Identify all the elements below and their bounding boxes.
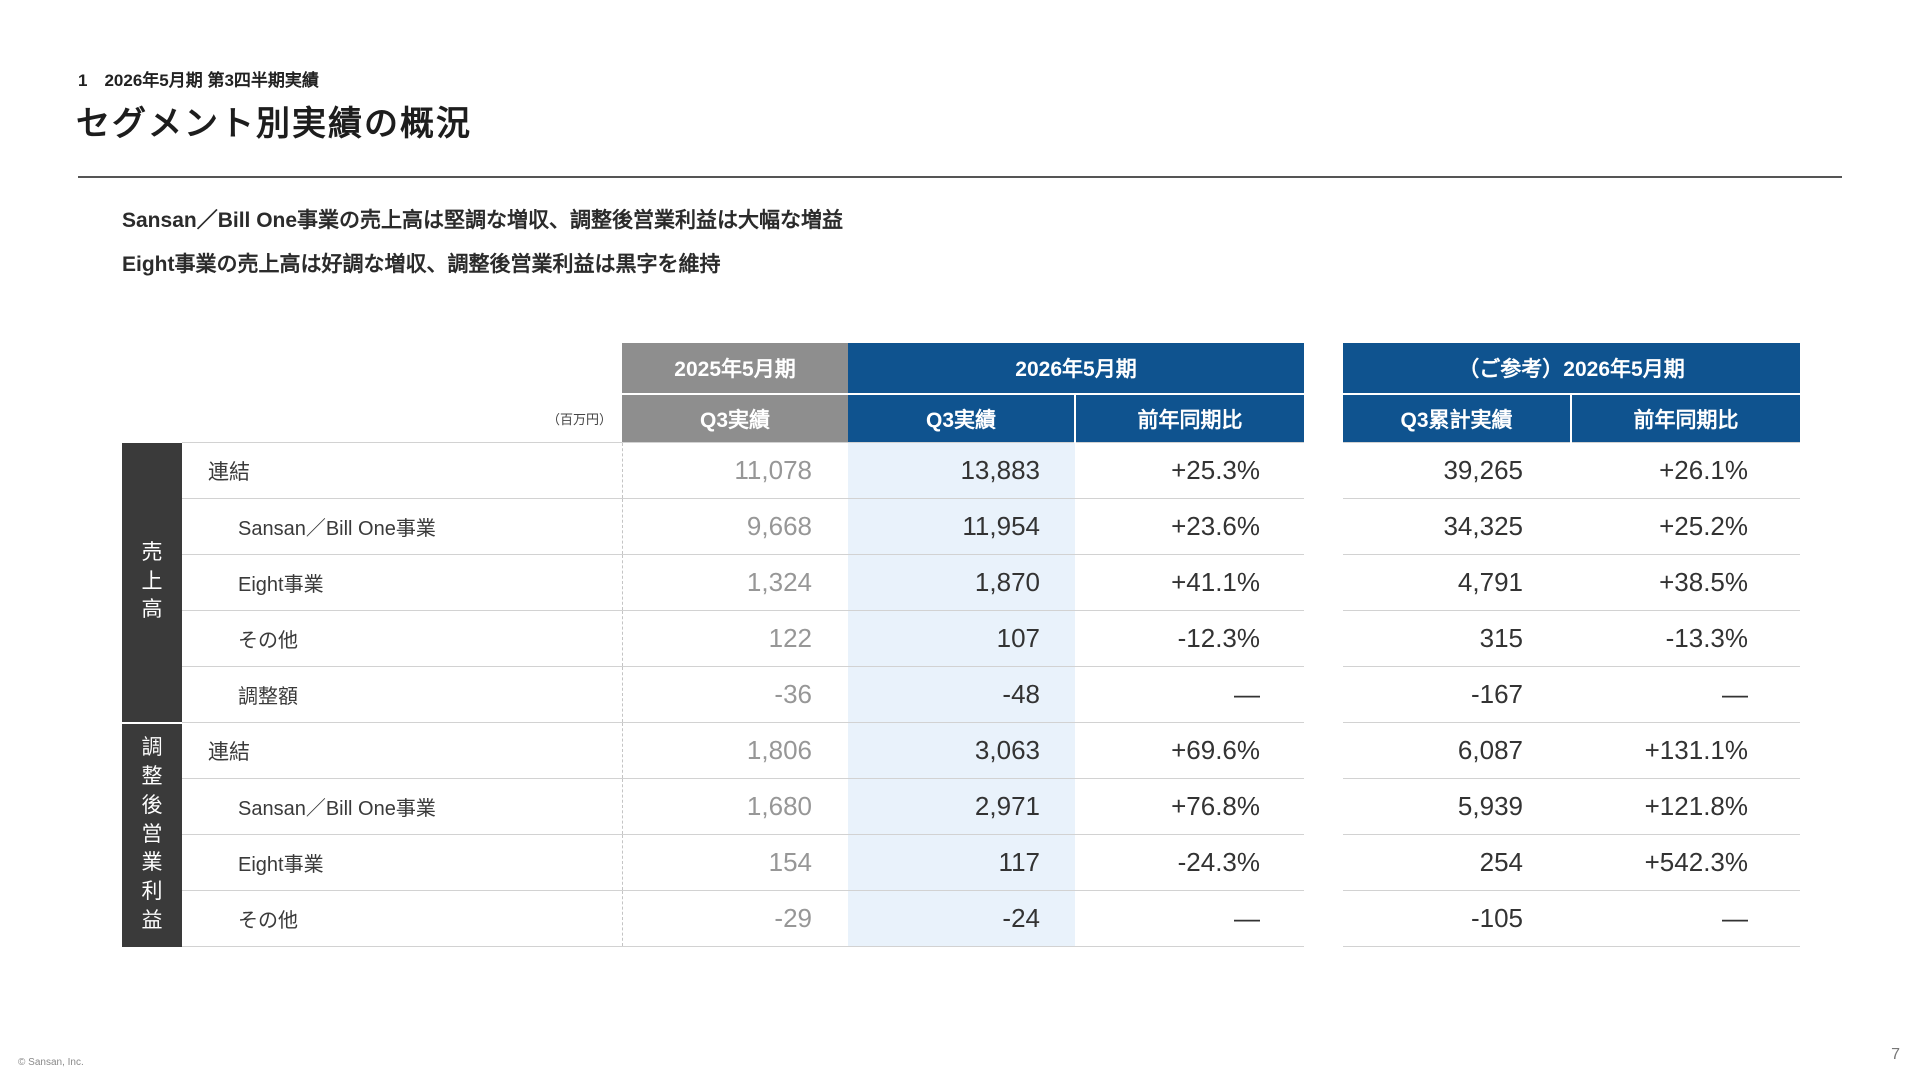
header-prev-period: 2025年5月期	[622, 343, 848, 395]
table-row: 調整後営業利益 連結 1,806 3,063 +69.6% 6,087 +131.1%	[122, 721, 1800, 947]
cell-prev-q3: -29	[621, 890, 848, 947]
cell-curr-q3: 11,954	[848, 498, 1075, 555]
cell-ref-yoy: +25.2%	[1571, 498, 1800, 555]
cell-ref-cumulative: 39,265	[1343, 442, 1571, 499]
section-eyebrow: 1 2026年5月期 第3四半期実績	[78, 71, 319, 90]
cell-curr-yoy: -12.3%	[1075, 610, 1304, 667]
table-row: その他 -29 -24— -105—	[122, 890, 1800, 947]
cell-ref-cumulative: 34,325	[1343, 498, 1571, 555]
header-gap	[1304, 394, 1343, 443]
cell-prev-q3: 154	[621, 834, 848, 891]
cell-ref-cumulative: 6,087	[1343, 722, 1571, 779]
cell-curr-yoy: +25.3%	[1075, 442, 1304, 499]
cell-curr-q3: -48	[848, 666, 1075, 723]
cell-ref-cumulative: 5,939	[1343, 778, 1571, 835]
table-row: その他 122 107 -12.3% 315 -13.3%	[122, 610, 1800, 667]
column-gap	[1304, 554, 1343, 611]
cell-prev-q3: 11,078	[621, 442, 848, 499]
table-row: 調整額 -36 -48— -167—	[122, 666, 1800, 723]
table-row: Eight事業 154 117 -24.3% 254 +542.3%	[122, 834, 1800, 891]
cell-ref-yoy: +26.1%	[1571, 442, 1800, 499]
cell-ref-yoy: +131.1%	[1571, 722, 1800, 779]
cell-curr-q3: 13,883	[848, 442, 1075, 499]
row-label: Sansan／Bill One事業	[182, 778, 622, 835]
column-gap	[1304, 666, 1343, 723]
header-ref-yoy: 前年同期比	[1570, 394, 1800, 443]
cell-curr-q3: 107	[848, 610, 1075, 667]
cell-curr-q3: 117	[848, 834, 1075, 891]
header-curr-q3: Q3実績	[848, 394, 1075, 443]
title-divider	[78, 176, 1842, 178]
subtitle-line-1: Sansan／Bill One事業の売上高は堅調な増収、調整後営業利益は大幅な増…	[122, 209, 844, 232]
header-ref-period: （ご参考）2026年5月期	[1343, 343, 1800, 395]
header-spacer	[122, 343, 622, 394]
table-row: 売上高 連結 11,078 13,883 +25.3% 39,265 +26.1%	[122, 442, 1800, 723]
cell-prev-q3: 1,680	[621, 778, 848, 835]
cell-prev-q3: 1,806	[621, 722, 848, 779]
cell-ref-cumulative: -167	[1343, 666, 1571, 723]
cell-curr-yoy: —	[1075, 666, 1304, 723]
cell-curr-yoy: -24.3%	[1075, 834, 1304, 891]
cell-curr-yoy: +23.6%	[1075, 498, 1304, 555]
table-body: 売上高 連結 11,078 13,883 +25.3% 39,265 +26.1% Sansa…	[122, 442, 1800, 947]
page-title: セグメント別実績の概況	[76, 105, 472, 143]
cell-curr-q3: 1,870	[848, 554, 1075, 611]
column-gap	[1304, 722, 1343, 779]
column-gap	[1304, 890, 1343, 947]
header-prev-q3: Q3実績	[622, 394, 848, 443]
column-gap	[1304, 834, 1343, 891]
row-group-label: 売上高	[122, 442, 182, 723]
row-label: 連結	[182, 442, 622, 499]
row-label: その他	[182, 890, 622, 947]
column-gap	[1304, 442, 1343, 499]
row-label: その他	[182, 610, 622, 667]
cell-curr-q3: 2,971	[848, 778, 1075, 835]
row-label: Eight事業	[182, 834, 622, 891]
table-row: Sansan／Bill One事業 1,680 2,971 +76.8% 5,939 +1…	[122, 778, 1800, 835]
header-ref-cum: Q3累計実績	[1343, 394, 1571, 443]
cell-curr-yoy: —	[1075, 890, 1304, 947]
cell-curr-q3: -24	[848, 890, 1075, 947]
cell-ref-cumulative: 4,791	[1343, 554, 1571, 611]
table-row: Eight事業 1,324 1,870 +41.1% 4,791 +38.5%	[122, 554, 1800, 611]
cell-ref-yoy: +542.3%	[1571, 834, 1800, 891]
row-label: Sansan／Bill One事業	[182, 498, 622, 555]
cell-ref-yoy: —	[1571, 666, 1800, 723]
column-gap	[1304, 778, 1343, 835]
cell-curr-yoy: +69.6%	[1075, 722, 1304, 779]
column-gap	[1304, 498, 1343, 555]
column-gap	[1304, 610, 1343, 667]
cell-prev-q3: -36	[621, 666, 848, 723]
cell-prev-q3: 9,668	[621, 498, 848, 555]
cell-ref-yoy: +121.8%	[1571, 778, 1800, 835]
cell-prev-q3: 1,324	[621, 554, 848, 611]
cell-ref-yoy: -13.3%	[1571, 610, 1800, 667]
table-row: Sansan／Bill One事業 9,668 11,954 +23.6% 34,325…	[122, 498, 1800, 555]
table-header-columns: （百万円） Q3実績 Q3実績 前年同期比 Q3累計実績 前年同期比	[122, 394, 1800, 443]
subtitle-line-2: Eight事業の売上高は好調な増収、調整後営業利益は黒字を維持	[122, 253, 721, 276]
cell-ref-yoy: +38.5%	[1571, 554, 1800, 611]
cell-curr-yoy: +41.1%	[1075, 554, 1304, 611]
cell-prev-q3: 122	[621, 610, 848, 667]
cell-ref-yoy: —	[1571, 890, 1800, 947]
cell-curr-yoy: +76.8%	[1075, 778, 1304, 835]
header-curr-period: 2026年5月期	[848, 343, 1304, 395]
cell-ref-cumulative: 315	[1343, 610, 1571, 667]
table-header-periods: 2025年5月期 2026年5月期 （ご参考）2026年5月期	[122, 343, 1800, 395]
cell-ref-cumulative: -105	[1343, 890, 1571, 947]
header-gap	[1304, 343, 1343, 394]
copyright-notice: © Sansan, Inc.	[18, 1057, 84, 1068]
row-label: Eight事業	[182, 554, 622, 611]
row-group-label: 調整後営業利益	[122, 721, 182, 947]
page-number: 7	[1891, 1046, 1900, 1063]
row-label: 連結	[182, 722, 622, 779]
cell-curr-q3: 3,063	[848, 722, 1075, 779]
header-curr-yoy: 前年同期比	[1074, 394, 1304, 443]
row-label: 調整額	[182, 666, 622, 723]
unit-label: （百万円）	[122, 394, 622, 443]
segment-results-table: 2025年5月期 2026年5月期 （ご参考）2026年5月期 （百万円） Q3…	[122, 343, 1800, 947]
cell-ref-cumulative: 254	[1343, 834, 1571, 891]
